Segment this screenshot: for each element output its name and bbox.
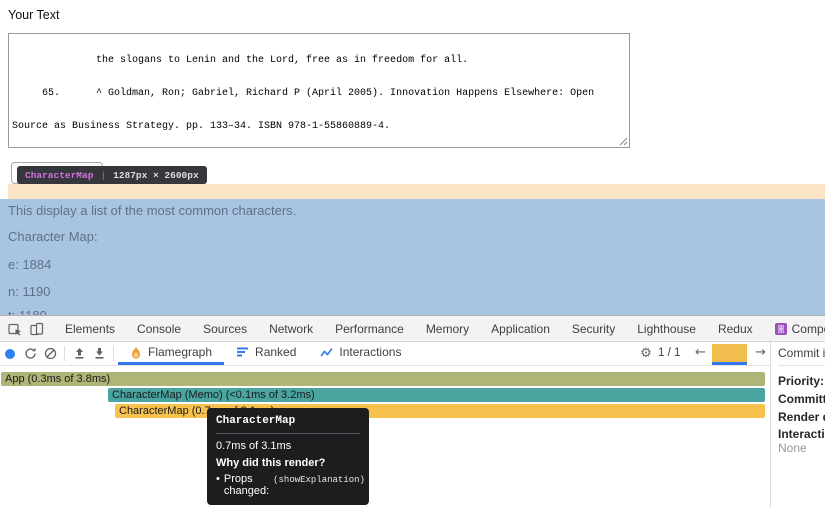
commit-info-header: Commit information — [778, 342, 825, 366]
interactions-zigzag-icon — [320, 347, 334, 356]
interactions-none-value: None — [778, 441, 807, 455]
tooltip-question: Why did this render? — [216, 457, 326, 469]
import-profile-button[interactable] — [69, 344, 89, 364]
tab-security[interactable]: Security — [571, 321, 616, 336]
flame-icon — [132, 346, 140, 359]
inspected-element-size: 1287px × 2600px — [113, 169, 199, 181]
inspect-overlay-margin — [8, 184, 825, 199]
tab-memory[interactable]: Memory — [425, 321, 470, 336]
device-toolbar-icon[interactable] — [30, 322, 44, 336]
tab-performance[interactable]: Performance — [335, 321, 404, 336]
interactions-row: Interactions: — [778, 427, 825, 441]
tab-redux[interactable]: Redux — [717, 321, 753, 336]
toolbar-separator — [113, 346, 114, 361]
view-tab-flamegraph[interactable]: Flamegraph — [118, 342, 225, 365]
sidebar-divider — [770, 342, 771, 508]
textarea-text: the slogans to Lenin and the Lord, free … — [12, 55, 595, 132]
view-tab-ranked[interactable]: Ranked — [224, 342, 308, 365]
resize-handle-icon[interactable] — [619, 137, 628, 146]
inspect-element-icon[interactable] — [8, 322, 22, 336]
bullet: • — [216, 473, 220, 485]
tab-application[interactable]: Application — [491, 321, 550, 336]
tooltip-reason: • Props changed: (showExplanation) — [216, 473, 365, 497]
reload-profile-button[interactable] — [20, 344, 40, 364]
prev-commit-arrow[interactable]: ← — [695, 345, 706, 360]
tooltip-duration: 0.7ms of 3.1ms — [216, 440, 292, 452]
flamegraph-bar-charactermap-memo[interactable]: CharacterMap (Memo) (<0.1ms of 3.2ms) — [108, 388, 765, 402]
render-duration-row: Render duration: — [778, 410, 825, 424]
profiler-settings-gear-icon[interactable]: ⚙ — [640, 346, 652, 361]
tab-elements[interactable]: Elements — [65, 321, 116, 336]
element-dimensions-tooltip: CharacterMap | 1287px × 2600px — [17, 166, 207, 184]
charmap-count-e: e: 1884 — [8, 257, 52, 272]
charmap-intro-text: This display a list of the most common c… — [8, 203, 297, 218]
devtools-panel: Elements Console Sources Network Perform… — [0, 315, 825, 508]
reason-value: (showExplanation) — [273, 475, 365, 485]
commit-selected-underline — [712, 362, 747, 365]
tab-sources[interactable]: Sources — [203, 321, 248, 336]
tooltip-component-name: CharacterMap — [216, 415, 360, 434]
tab-components[interactable]: Components — [764, 316, 825, 341]
toolbar-separator — [64, 346, 65, 361]
commit-time-row: Committed at: — [778, 392, 825, 406]
flamegraph-bar-app[interactable]: App (0.3ms of 3.8ms) — [1, 372, 765, 386]
ranked-bars-icon — [237, 347, 249, 357]
flamegraph-tooltip: CharacterMap 0.7ms of 3.1ms Why did this… — [207, 408, 369, 505]
devtools-tabbar: Elements Console Sources Network Perform… — [0, 316, 825, 342]
react-devtools-icon — [774, 322, 787, 335]
tab-network[interactable]: Network — [269, 321, 314, 336]
clear-profile-button[interactable] — [40, 344, 60, 364]
badge-separator: | — [100, 169, 107, 181]
commit-selector-bar[interactable] — [712, 344, 747, 362]
page-title: Your Text — [8, 8, 60, 22]
tab-lighthouse[interactable]: Lighthouse — [637, 321, 696, 336]
commit-priority-row: Priority: Immediate — [778, 374, 825, 388]
record-button[interactable] — [0, 344, 20, 364]
charmap-title-text: Character Map: — [8, 229, 98, 244]
view-tab-interactions[interactable]: Interactions — [308, 342, 413, 365]
reason-label: Props changed: — [223, 473, 270, 497]
commit-count-label: 1 / 1 — [658, 347, 681, 359]
references-textarea[interactable]: the slogans to Lenin and the Lord, free … — [8, 33, 630, 148]
tab-console[interactable]: Console — [137, 321, 182, 336]
inspect-overlay-content: This display a list of the most common c… — [0, 199, 825, 323]
profiler-toolbar: Flamegraph Ranked Interactions — [0, 342, 770, 366]
charmap-count-n: n: 1190 — [8, 284, 51, 299]
inspected-component-name: CharacterMap — [25, 169, 94, 181]
next-commit-arrow[interactable]: → — [755, 345, 766, 360]
export-profile-button[interactable] — [89, 344, 109, 364]
